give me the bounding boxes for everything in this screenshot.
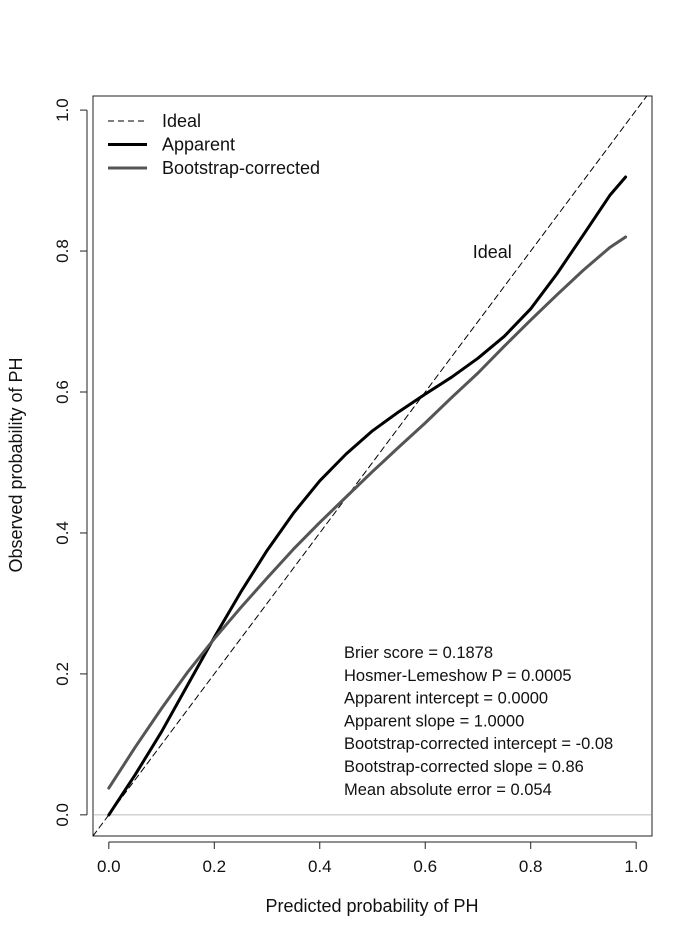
series-bootstrap-corrected [107, 235, 628, 790]
y-tick-label: 0.6 [53, 380, 72, 404]
y-tick-label: 0.2 [53, 662, 72, 686]
plot-frame [92, 95, 653, 837]
y-tick-label: 1.0 [53, 98, 72, 122]
y-axis: 0.0 0.2 0.4 0.6 0.8 1.0 [53, 98, 88, 827]
y-tick-label: 0.0 [53, 803, 72, 827]
x-tick-label: 0.6 [413, 857, 437, 876]
stats-line: Apparent slope = 1.0000 [344, 712, 524, 730]
legend: Ideal Apparent Bootstrap-corrected [108, 111, 320, 178]
x-axis-label: Predicted probability of PH [265, 896, 478, 916]
legend-label: Ideal [162, 111, 201, 131]
stats-line: Apparent intercept = 0.0000 [344, 690, 548, 708]
x-tick-label: 0.8 [519, 857, 543, 876]
stats-line: Bootstrap-corrected intercept = -0.08 [344, 735, 613, 753]
stats-line: Hosmer-Lemeshow P = 0.0005 [344, 667, 572, 685]
annotation-layer: Ideal [473, 242, 512, 262]
series-apparent [107, 175, 628, 817]
y-axis-label: Observed probability of PH [6, 357, 26, 572]
y-tick-label: 0.4 [53, 521, 72, 545]
annotation-ideal: Ideal [473, 242, 512, 262]
stats-block: Brier score = 0.1878 Hosmer-Lemeshow P = … [344, 644, 613, 799]
legend-label: Bootstrap-corrected [162, 158, 320, 178]
x-tick-label: 1.0 [624, 857, 648, 876]
x-axis: 0.0 0.2 0.4 0.6 0.8 1.0 [97, 841, 648, 876]
series-layer [93, 96, 648, 836]
series-ideal [93, 96, 648, 836]
y-tick-label: 0.8 [53, 239, 72, 263]
stats-line: Brier score = 0.1878 [344, 644, 493, 662]
x-tick-label: 0.0 [97, 857, 121, 876]
legend-label: Apparent [162, 135, 235, 155]
x-tick-label: 0.4 [308, 857, 332, 876]
stats-line: Bootstrap-corrected slope = 0.86 [344, 758, 584, 776]
stats-line: Mean absolute error = 0.054 [344, 781, 552, 799]
x-tick-label: 0.2 [202, 857, 226, 876]
